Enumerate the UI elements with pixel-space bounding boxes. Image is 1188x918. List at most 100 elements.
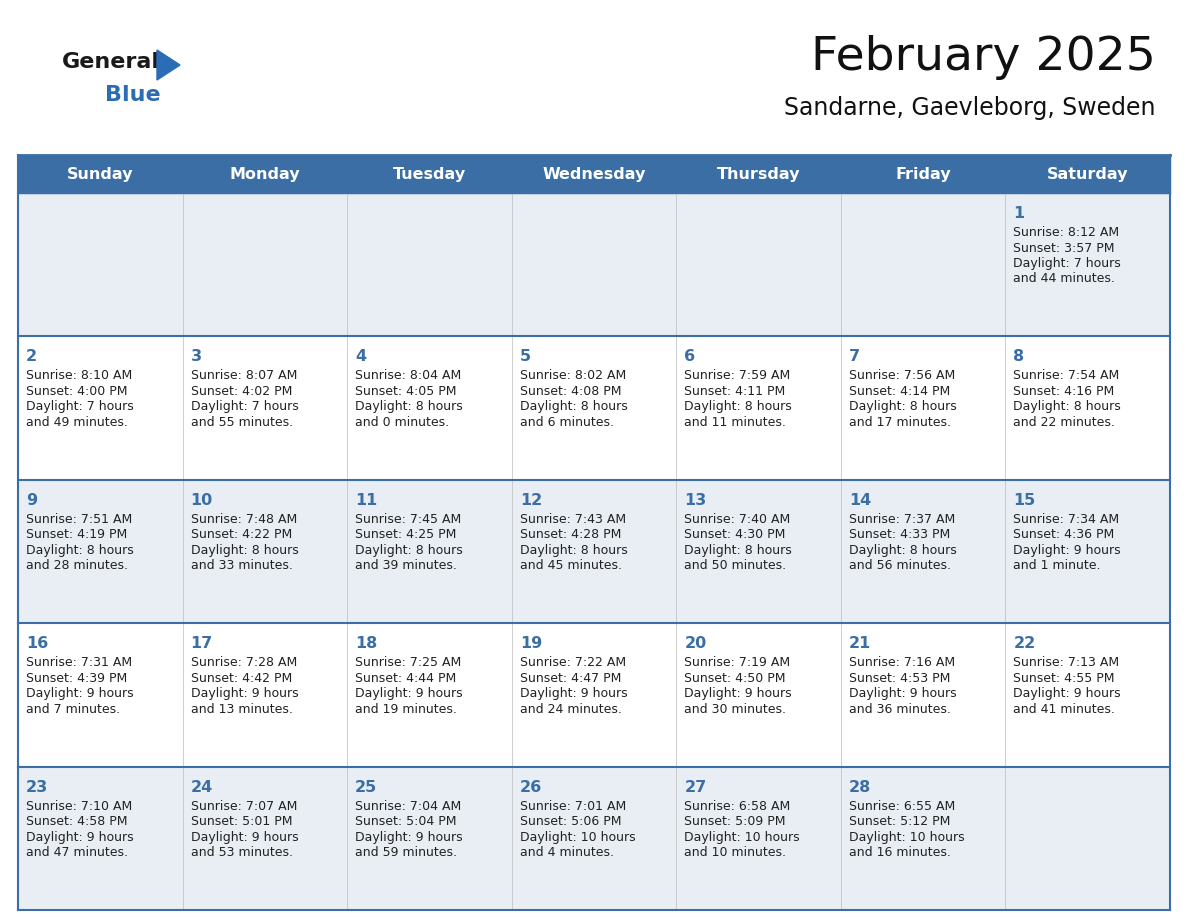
Text: Daylight: 8 hours: Daylight: 8 hours xyxy=(519,543,627,557)
Text: 21: 21 xyxy=(849,636,871,651)
Text: Daylight: 8 hours: Daylight: 8 hours xyxy=(849,400,956,413)
Text: Sunset: 4:14 PM: Sunset: 4:14 PM xyxy=(849,385,950,397)
Text: Daylight: 8 hours: Daylight: 8 hours xyxy=(849,543,956,557)
Text: Sunrise: 7:48 AM: Sunrise: 7:48 AM xyxy=(190,513,297,526)
Text: Sunset: 5:04 PM: Sunset: 5:04 PM xyxy=(355,815,456,828)
Text: Sunset: 4:44 PM: Sunset: 4:44 PM xyxy=(355,672,456,685)
Text: and 56 minutes.: and 56 minutes. xyxy=(849,559,950,572)
Text: and 49 minutes.: and 49 minutes. xyxy=(26,416,128,429)
Text: Monday: Monday xyxy=(229,166,301,182)
Text: and 41 minutes.: and 41 minutes. xyxy=(1013,702,1116,716)
Text: Sunrise: 7:28 AM: Sunrise: 7:28 AM xyxy=(190,656,297,669)
Text: Daylight: 10 hours: Daylight: 10 hours xyxy=(684,831,800,844)
Text: Sunset: 4:42 PM: Sunset: 4:42 PM xyxy=(190,672,292,685)
Text: 25: 25 xyxy=(355,779,378,795)
Text: Sandarne, Gaevleborg, Sweden: Sandarne, Gaevleborg, Sweden xyxy=(784,96,1156,120)
Text: Daylight: 9 hours: Daylight: 9 hours xyxy=(1013,688,1121,700)
Text: Sunrise: 8:10 AM: Sunrise: 8:10 AM xyxy=(26,369,132,383)
Text: and 4 minutes.: and 4 minutes. xyxy=(519,846,614,859)
Text: 24: 24 xyxy=(190,779,213,795)
Text: Sunset: 4:50 PM: Sunset: 4:50 PM xyxy=(684,672,785,685)
Text: Sunset: 4:25 PM: Sunset: 4:25 PM xyxy=(355,528,456,542)
Text: 18: 18 xyxy=(355,636,378,651)
Text: Sunrise: 8:07 AM: Sunrise: 8:07 AM xyxy=(190,369,297,383)
Text: 1: 1 xyxy=(1013,206,1024,221)
Text: and 59 minutes.: and 59 minutes. xyxy=(355,846,457,859)
Text: Daylight: 8 hours: Daylight: 8 hours xyxy=(519,400,627,413)
Text: Sunset: 5:06 PM: Sunset: 5:06 PM xyxy=(519,815,621,828)
Text: Sunrise: 6:55 AM: Sunrise: 6:55 AM xyxy=(849,800,955,812)
Text: 8: 8 xyxy=(1013,350,1024,364)
Text: Sunset: 4:16 PM: Sunset: 4:16 PM xyxy=(1013,385,1114,397)
Text: 15: 15 xyxy=(1013,493,1036,508)
Text: General: General xyxy=(62,52,160,72)
Text: Sunset: 4:53 PM: Sunset: 4:53 PM xyxy=(849,672,950,685)
Text: and 55 minutes.: and 55 minutes. xyxy=(190,416,292,429)
Bar xyxy=(18,155,1170,193)
Text: 17: 17 xyxy=(190,636,213,651)
Text: Sunrise: 8:04 AM: Sunrise: 8:04 AM xyxy=(355,369,461,383)
Text: Sunrise: 7:16 AM: Sunrise: 7:16 AM xyxy=(849,656,955,669)
Text: Sunrise: 8:12 AM: Sunrise: 8:12 AM xyxy=(1013,226,1119,239)
Text: 2: 2 xyxy=(26,350,37,364)
Text: Saturday: Saturday xyxy=(1047,166,1129,182)
Text: Daylight: 9 hours: Daylight: 9 hours xyxy=(1013,543,1121,557)
Text: Sunset: 5:01 PM: Sunset: 5:01 PM xyxy=(190,815,292,828)
Text: Daylight: 8 hours: Daylight: 8 hours xyxy=(26,543,134,557)
Text: and 36 minutes.: and 36 minutes. xyxy=(849,702,950,716)
Text: Sunset: 4:11 PM: Sunset: 4:11 PM xyxy=(684,385,785,397)
Text: Sunset: 3:57 PM: Sunset: 3:57 PM xyxy=(1013,241,1114,254)
Text: Sunset: 5:12 PM: Sunset: 5:12 PM xyxy=(849,815,950,828)
Text: and 24 minutes.: and 24 minutes. xyxy=(519,702,621,716)
Text: and 0 minutes.: and 0 minutes. xyxy=(355,416,449,429)
Text: Sunset: 4:19 PM: Sunset: 4:19 PM xyxy=(26,528,127,542)
Text: and 1 minute.: and 1 minute. xyxy=(1013,559,1101,572)
Text: Wednesday: Wednesday xyxy=(542,166,646,182)
Text: Daylight: 9 hours: Daylight: 9 hours xyxy=(355,831,463,844)
Text: Daylight: 10 hours: Daylight: 10 hours xyxy=(849,831,965,844)
Text: and 17 minutes.: and 17 minutes. xyxy=(849,416,950,429)
Text: and 19 minutes.: and 19 minutes. xyxy=(355,702,457,716)
Text: Sunrise: 7:34 AM: Sunrise: 7:34 AM xyxy=(1013,513,1119,526)
Text: Sunrise: 7:19 AM: Sunrise: 7:19 AM xyxy=(684,656,790,669)
Text: 5: 5 xyxy=(519,350,531,364)
Text: 23: 23 xyxy=(26,779,49,795)
Text: Sunrise: 7:51 AM: Sunrise: 7:51 AM xyxy=(26,513,132,526)
Text: Sunrise: 7:59 AM: Sunrise: 7:59 AM xyxy=(684,369,790,383)
Text: and 30 minutes.: and 30 minutes. xyxy=(684,702,786,716)
Text: Sunrise: 7:13 AM: Sunrise: 7:13 AM xyxy=(1013,656,1119,669)
Text: 10: 10 xyxy=(190,493,213,508)
Bar xyxy=(18,193,1170,336)
Text: Daylight: 9 hours: Daylight: 9 hours xyxy=(684,688,792,700)
Text: Daylight: 9 hours: Daylight: 9 hours xyxy=(26,688,133,700)
Text: Sunrise: 7:31 AM: Sunrise: 7:31 AM xyxy=(26,656,132,669)
Text: Sunrise: 7:56 AM: Sunrise: 7:56 AM xyxy=(849,369,955,383)
Text: Sunset: 4:47 PM: Sunset: 4:47 PM xyxy=(519,672,621,685)
Text: Sunset: 4:05 PM: Sunset: 4:05 PM xyxy=(355,385,456,397)
Text: and 11 minutes.: and 11 minutes. xyxy=(684,416,786,429)
Text: Thursday: Thursday xyxy=(716,166,801,182)
Text: and 47 minutes.: and 47 minutes. xyxy=(26,846,128,859)
Bar xyxy=(18,336,1170,480)
Text: Sunrise: 7:07 AM: Sunrise: 7:07 AM xyxy=(190,800,297,812)
Text: Sunset: 4:36 PM: Sunset: 4:36 PM xyxy=(1013,528,1114,542)
Text: Sunset: 4:55 PM: Sunset: 4:55 PM xyxy=(1013,672,1114,685)
Text: Daylight: 9 hours: Daylight: 9 hours xyxy=(519,688,627,700)
Text: Sunrise: 7:04 AM: Sunrise: 7:04 AM xyxy=(355,800,461,812)
Text: Sunrise: 7:37 AM: Sunrise: 7:37 AM xyxy=(849,513,955,526)
Text: Sunset: 4:30 PM: Sunset: 4:30 PM xyxy=(684,528,785,542)
Text: Sunset: 4:28 PM: Sunset: 4:28 PM xyxy=(519,528,621,542)
Text: and 6 minutes.: and 6 minutes. xyxy=(519,416,614,429)
Text: and 13 minutes.: and 13 minutes. xyxy=(190,702,292,716)
Text: Sunrise: 7:45 AM: Sunrise: 7:45 AM xyxy=(355,513,461,526)
Text: Sunrise: 7:40 AM: Sunrise: 7:40 AM xyxy=(684,513,790,526)
Text: 4: 4 xyxy=(355,350,366,364)
Text: 9: 9 xyxy=(26,493,37,508)
Text: and 45 minutes.: and 45 minutes. xyxy=(519,559,621,572)
Text: Sunrise: 7:01 AM: Sunrise: 7:01 AM xyxy=(519,800,626,812)
Text: Daylight: 7 hours: Daylight: 7 hours xyxy=(1013,257,1121,270)
Text: Sunset: 4:22 PM: Sunset: 4:22 PM xyxy=(190,528,292,542)
Text: 7: 7 xyxy=(849,350,860,364)
Text: February 2025: February 2025 xyxy=(811,36,1156,81)
Text: and 28 minutes.: and 28 minutes. xyxy=(26,559,128,572)
